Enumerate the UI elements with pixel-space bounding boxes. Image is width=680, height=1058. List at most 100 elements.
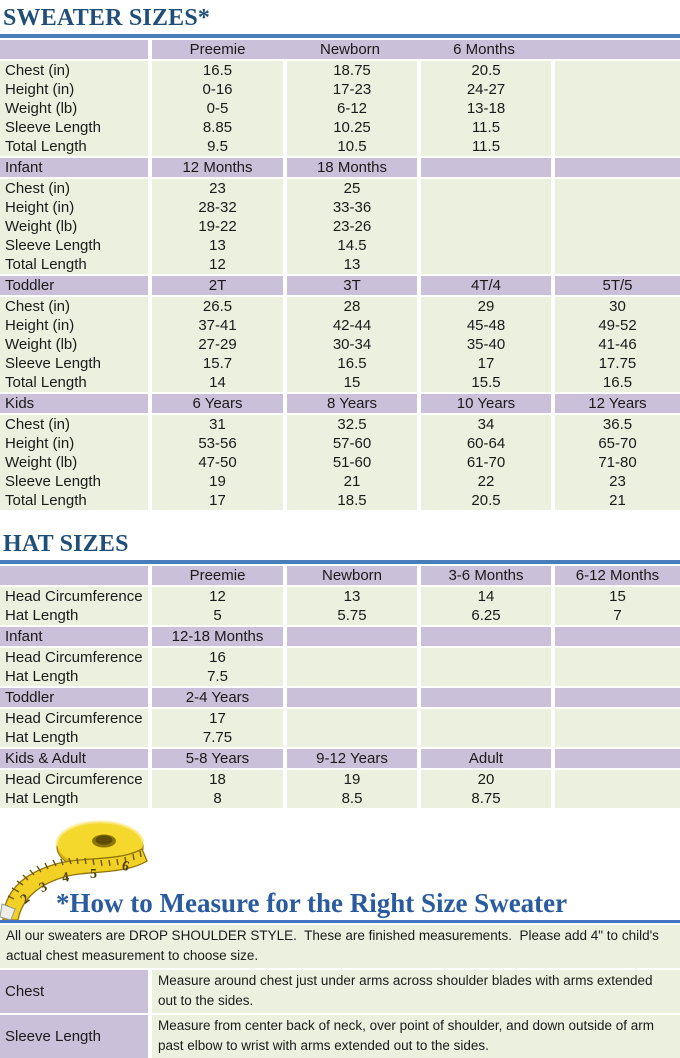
data-cell: 20.5 [421,491,551,510]
column-header-cell [287,627,417,646]
row-label-cell: Chest (in) [0,179,148,198]
section-name-cell: Infant [0,627,148,646]
data-cell [421,728,551,747]
section-name-cell: Toddler [0,688,148,707]
data-cell: 7.75 [152,728,283,747]
table-row: Hat Length 7.5 [0,667,680,686]
data-cell: 65-70 [555,434,680,453]
row-label-cell: Total Length [0,137,148,156]
data-cell [555,709,680,728]
column-header-cell: 10 Years [421,394,551,413]
hat-title-rule [0,560,680,564]
column-header-cell: 3-6 Months [421,566,551,585]
section-header-row: Toddler 2-4 Years [0,688,680,707]
section-header-row: Preemie Newborn 6 Months [0,40,680,59]
column-header-cell: 18 Months [287,158,417,177]
measure-row-sleeve-length: Sleeve Length Measure from center back o… [0,1015,680,1058]
row-label-cell: Hat Length [0,728,148,747]
data-cell: 25 [287,179,417,198]
column-header-cell: 5T/5 [555,276,680,295]
row-label-cell: Chest (in) [0,61,148,80]
measure-label-chest: Chest [0,970,148,1013]
data-cell: 5 [152,606,283,625]
data-cell [555,648,680,667]
row-label-cell: Head Circumference [0,587,148,606]
row-label-cell: Head Circumference [0,770,148,789]
data-cell: 17 [152,491,283,510]
data-cell: 12 [152,255,283,274]
data-cell: 28-32 [152,198,283,217]
table-row: Sleeve Length 19 21 22 23 [0,472,680,491]
data-cell: 29 [421,297,551,316]
data-cell: 31 [152,415,283,434]
sweater-sizes-title: SWEATER SIZES* [3,5,211,31]
row-label-cell: Chest (in) [0,297,148,316]
data-cell: 16.5 [287,354,417,373]
data-cell: 13 [287,255,417,274]
row-label-cell: Weight (lb) [0,453,148,472]
data-cell: 8.85 [152,118,283,137]
data-cell [555,99,680,118]
data-cell [421,198,551,217]
column-header-cell [421,158,551,177]
column-header-cell [555,749,680,768]
data-cell [555,61,680,80]
data-cell: 6-12 [287,99,417,118]
data-cell [421,179,551,198]
section-header-row: Kids & Adult 5-8 Years 9-12 Years Adult [0,749,680,768]
column-header-cell: Preemie [152,566,283,585]
column-header-cell: 6 Years [152,394,283,413]
column-header-cell [421,688,551,707]
table-row: Hat Length 5 5.75 6.25 7 [0,606,680,625]
how-to-measure-rule [0,920,680,923]
data-cell: 15 [287,373,417,392]
data-cell: 35-40 [421,335,551,354]
table-row: Total Length 14 15 15.5 16.5 [0,373,680,392]
data-cell: 11.5 [421,118,551,137]
table-row: Head Circumference 16 [0,648,680,667]
column-header-cell: Newborn [319,41,381,58]
data-cell: 60-64 [421,434,551,453]
table-row: Height (in) 37-41 42-44 45-48 49-52 [0,316,680,335]
data-cell: 7.5 [152,667,283,686]
data-cell [555,789,680,808]
table-row: Chest (in) 26.5 28 29 30 [0,297,680,316]
table-row: Total Length 17 18.5 20.5 21 [0,491,680,510]
data-cell: 16 [152,648,283,667]
data-cell: 26.5 [152,297,283,316]
data-cell: 19-22 [152,217,283,236]
data-cell: 49-52 [555,316,680,335]
measuring-tape-icon: 1 2 3 4 5 6 [0,820,148,920]
table-row: Total Length 9.5 10.5 11.5 [0,137,680,156]
column-header-cell [555,688,680,707]
data-cell: 28 [287,297,417,316]
data-cell: 6.25 [421,606,551,625]
data-cell: 24-27 [421,80,551,99]
data-cell [555,80,680,99]
data-cell: 53-56 [152,434,283,453]
data-cell: 21 [555,491,680,510]
data-cell: 19 [287,770,417,789]
column-header-cell: 8 Years [287,394,417,413]
data-cell: 8.75 [421,789,551,808]
row-label-cell: Weight (lb) [0,335,148,354]
section-name-cell [0,566,148,585]
section-header-row: Infant 12 Months 18 Months [0,158,680,177]
column-header-cell [287,688,417,707]
row-label-cell: Height (in) [0,80,148,99]
column-header-cell: 3T [287,276,417,295]
measure-label-sleeve-length: Sleeve Length [0,1015,148,1058]
table-row: Head Circumference 17 [0,709,680,728]
table-row: Sleeve Length 15.7 16.5 17 17.75 [0,354,680,373]
data-cell: 23 [152,179,283,198]
data-cell: 23 [555,472,680,491]
data-cell: 20.5 [421,61,551,80]
data-cell: 32.5 [287,415,417,434]
data-cell: 34 [421,415,551,434]
section-name-cell: Kids & Adult [0,749,148,768]
column-header-cell [421,627,551,646]
data-cell: 7 [555,606,680,625]
column-header-cell: Newborn [287,566,417,585]
table-row: Height (in) 0-16 17-23 24-27 [0,80,680,99]
